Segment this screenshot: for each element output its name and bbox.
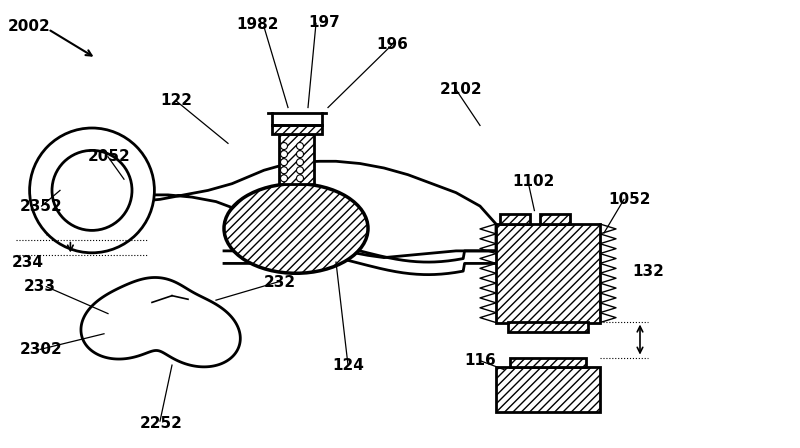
Text: 124: 124: [332, 358, 364, 373]
Circle shape: [297, 151, 303, 158]
Circle shape: [52, 151, 132, 230]
Polygon shape: [81, 277, 240, 367]
Text: 232: 232: [264, 275, 296, 290]
Text: 2352: 2352: [20, 198, 62, 214]
Text: 233: 233: [24, 279, 56, 294]
Bar: [510, 358, 586, 367]
Circle shape: [281, 142, 287, 150]
Circle shape: [297, 175, 303, 182]
Circle shape: [297, 159, 303, 166]
Circle shape: [281, 151, 287, 158]
Text: 116: 116: [464, 353, 496, 368]
Text: 2002: 2002: [8, 19, 50, 34]
Bar: [508, 322, 588, 332]
Text: 132: 132: [632, 263, 664, 279]
Text: 122: 122: [160, 93, 192, 108]
Text: 234: 234: [12, 254, 44, 270]
Circle shape: [281, 167, 287, 174]
Text: 2052: 2052: [88, 149, 130, 164]
Polygon shape: [48, 161, 496, 258]
Circle shape: [297, 142, 303, 150]
Bar: [500, 214, 530, 224]
Circle shape: [281, 159, 287, 166]
Text: 196: 196: [376, 37, 408, 52]
Text: 2102: 2102: [440, 82, 482, 97]
Text: 1102: 1102: [512, 174, 554, 189]
Bar: [496, 224, 600, 323]
Bar: [496, 367, 600, 412]
Bar: [272, 125, 322, 134]
Text: 197: 197: [308, 15, 340, 30]
Ellipse shape: [224, 184, 368, 273]
Bar: [279, 134, 314, 184]
Text: 2302: 2302: [20, 342, 62, 357]
Bar: [540, 214, 570, 224]
Text: 1982: 1982: [236, 17, 278, 32]
Circle shape: [281, 175, 287, 182]
Circle shape: [30, 128, 154, 253]
Text: 1052: 1052: [608, 192, 650, 207]
Circle shape: [297, 167, 303, 174]
Text: 2252: 2252: [140, 416, 183, 431]
